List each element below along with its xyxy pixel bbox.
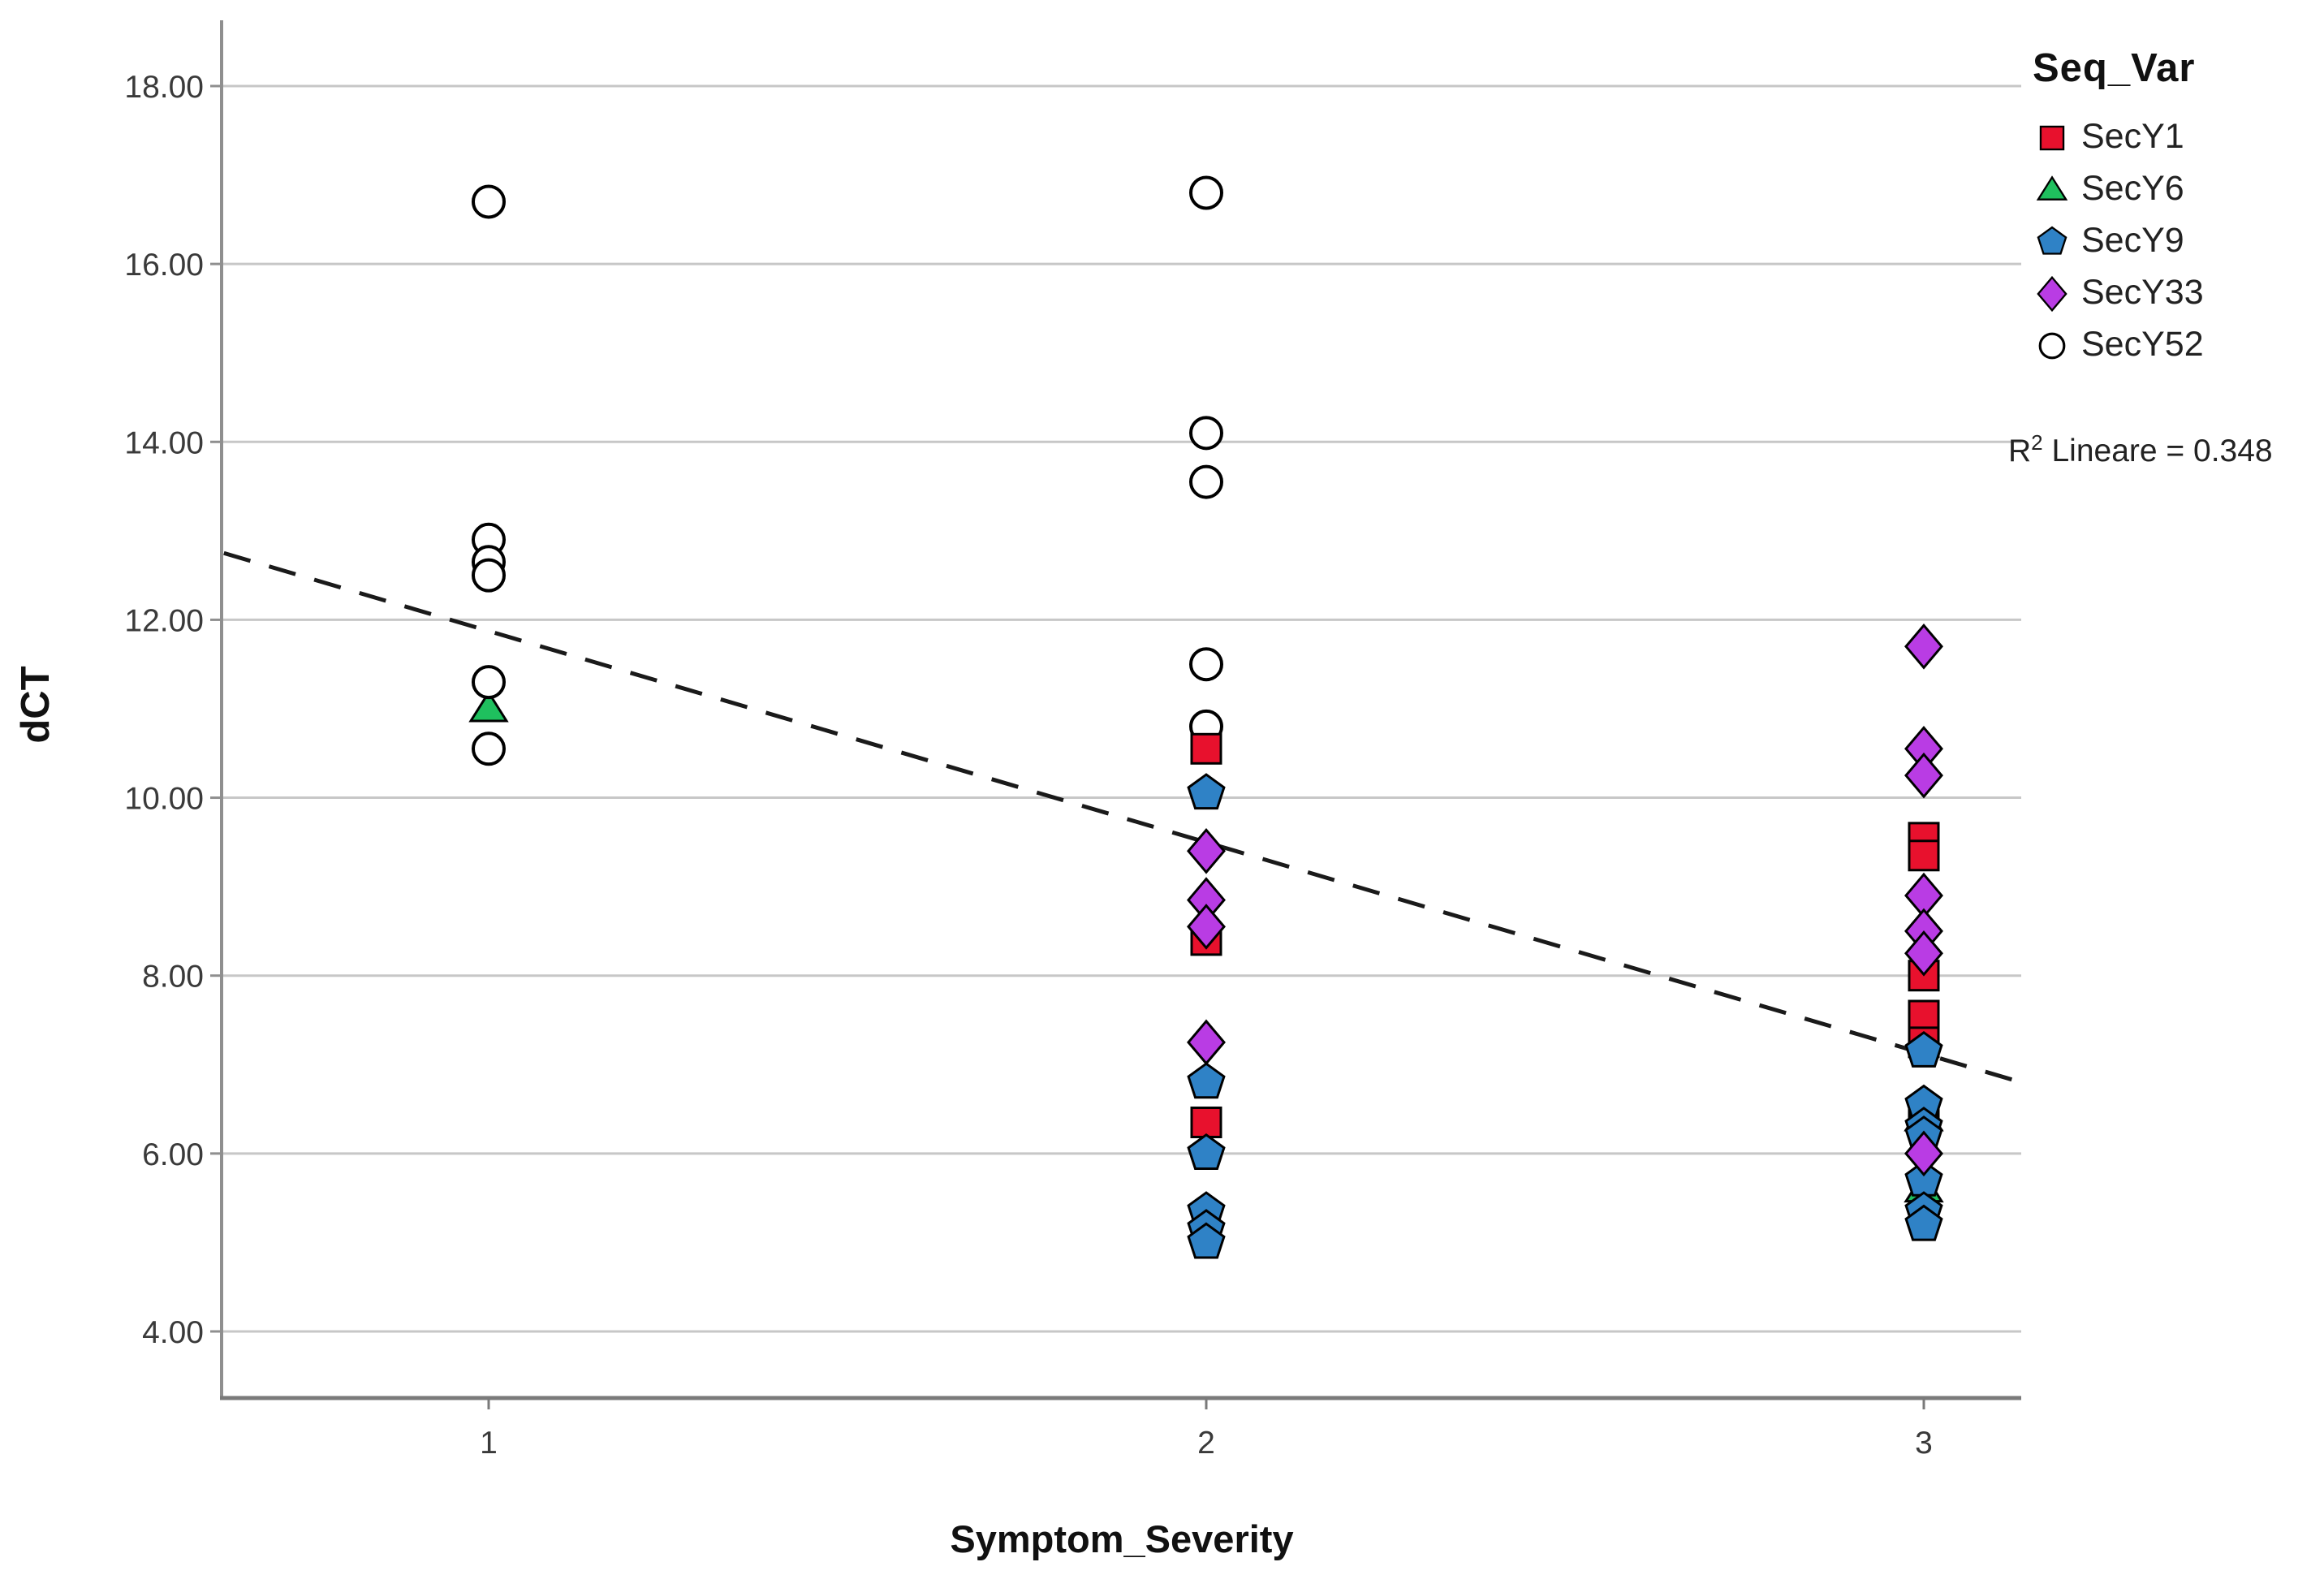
x-axis-title: Symptom_Severity <box>950 1517 1293 1560</box>
data-point-SecY52 <box>472 558 506 593</box>
data-point-SecY1 <box>1190 732 1222 765</box>
data-point-SecY52 <box>472 731 506 766</box>
circle-icon <box>2038 332 2066 360</box>
x-tick-label: 1 <box>480 1426 498 1461</box>
legend-item-label: SecY1 <box>2081 116 2184 156</box>
trend-dashed-line <box>223 550 2022 1085</box>
gridlines <box>222 84 2021 1333</box>
legend-title: Seq_Var <box>2033 46 2196 90</box>
data-point-SecY33 <box>1904 752 1943 799</box>
data-point-SecY9 <box>1904 1204 1943 1241</box>
y-tick-label: 18.00 <box>124 70 204 105</box>
data-point-SecY9 <box>1187 1133 1226 1170</box>
data-point-SecY33 <box>1187 1019 1226 1066</box>
legend-item-SecY33: SecY33 <box>2033 266 2204 318</box>
r-squared-annotation: R2 Lineare = 0.348 <box>2008 432 2273 469</box>
data-point-SecY1 <box>1190 1106 1222 1138</box>
data-point-SecY33 <box>1904 930 1943 977</box>
data-point-SecY9 <box>1187 1062 1226 1099</box>
r2-base: R <box>2008 434 2032 468</box>
data-point-SecY9 <box>1187 1222 1226 1259</box>
data-point-SecY52 <box>1189 647 1223 682</box>
y-axis-title: dCT <box>14 666 58 743</box>
y-tick-label: 6.00 <box>142 1137 204 1172</box>
pentagon-marker-icon <box>2037 226 2067 255</box>
data-point-SecY1 <box>1908 999 1940 1032</box>
legend-item-label: SecY52 <box>2081 324 2204 364</box>
square-icon <box>2039 125 2065 151</box>
y-tick-label: 8.00 <box>142 960 204 995</box>
data-point-SecY52 <box>472 184 506 219</box>
x-tick-label: 3 <box>1915 1426 1933 1461</box>
legend-item-label: SecY9 <box>2081 220 2184 260</box>
data-point-SecY9 <box>1187 773 1226 810</box>
legend-item-SecY6: SecY6 <box>2033 162 2204 214</box>
data-point-SecY9 <box>1904 1030 1943 1068</box>
legend-item-label: SecY6 <box>2081 168 2184 208</box>
pentagon-icon <box>2037 226 2067 255</box>
data-point-SecY52 <box>1189 175 1223 210</box>
tick-labels: 18.00 16.00 14.00 12.00 10.00 8.00 6.00 4.00 1 2 3 <box>124 70 1932 1461</box>
y-tick-label: 10.00 <box>124 782 204 817</box>
triangle-marker-icon <box>2036 175 2068 201</box>
diamond-icon <box>2037 275 2067 312</box>
r2-value: Lineare = 0.348 <box>2042 434 2273 468</box>
legend-item-SecY52: SecY52 <box>2033 318 2204 370</box>
data-point-SecY33 <box>1904 623 1943 670</box>
data-point-SecY33 <box>1904 1130 1943 1177</box>
square-marker-icon <box>2039 125 2065 151</box>
legend-item-label: SecY33 <box>2081 272 2204 312</box>
triangle-icon <box>2036 175 2068 201</box>
legend: Seq_Var SecY1 SecY6 SecY9 SecY33 SecY52 <box>2033 45 2204 370</box>
y-tick-label: 16.00 <box>124 248 204 283</box>
legend-item-SecY9: SecY9 <box>2033 214 2204 266</box>
data-point-SecY33 <box>1187 904 1226 950</box>
diamond-marker-icon <box>2037 275 2067 312</box>
y-tick-label: 12.00 <box>124 603 204 638</box>
data-point-SecY52 <box>1189 416 1223 451</box>
data-point-SecY1 <box>1908 839 1940 872</box>
circle-marker-icon <box>2038 332 2066 360</box>
x-tick-label: 2 <box>1197 1426 1215 1461</box>
legend-item-SecY1: SecY1 <box>2033 110 2204 162</box>
legend-items: SecY1 SecY6 SecY9 SecY33 SecY52 <box>2033 110 2204 370</box>
y-tick-label: 4.00 <box>142 1315 204 1350</box>
regression-line <box>223 550 2022 1085</box>
r2-superscript: 2 <box>2031 430 2043 455</box>
data-point-SecY52 <box>472 665 506 700</box>
axes <box>210 20 2021 1409</box>
data-point-SecY6 <box>468 690 509 723</box>
data-points <box>468 175 1944 1259</box>
data-point-SecY33 <box>1187 827 1226 874</box>
data-point-SecY52 <box>1189 464 1223 499</box>
y-tick-label: 14.00 <box>124 425 204 460</box>
